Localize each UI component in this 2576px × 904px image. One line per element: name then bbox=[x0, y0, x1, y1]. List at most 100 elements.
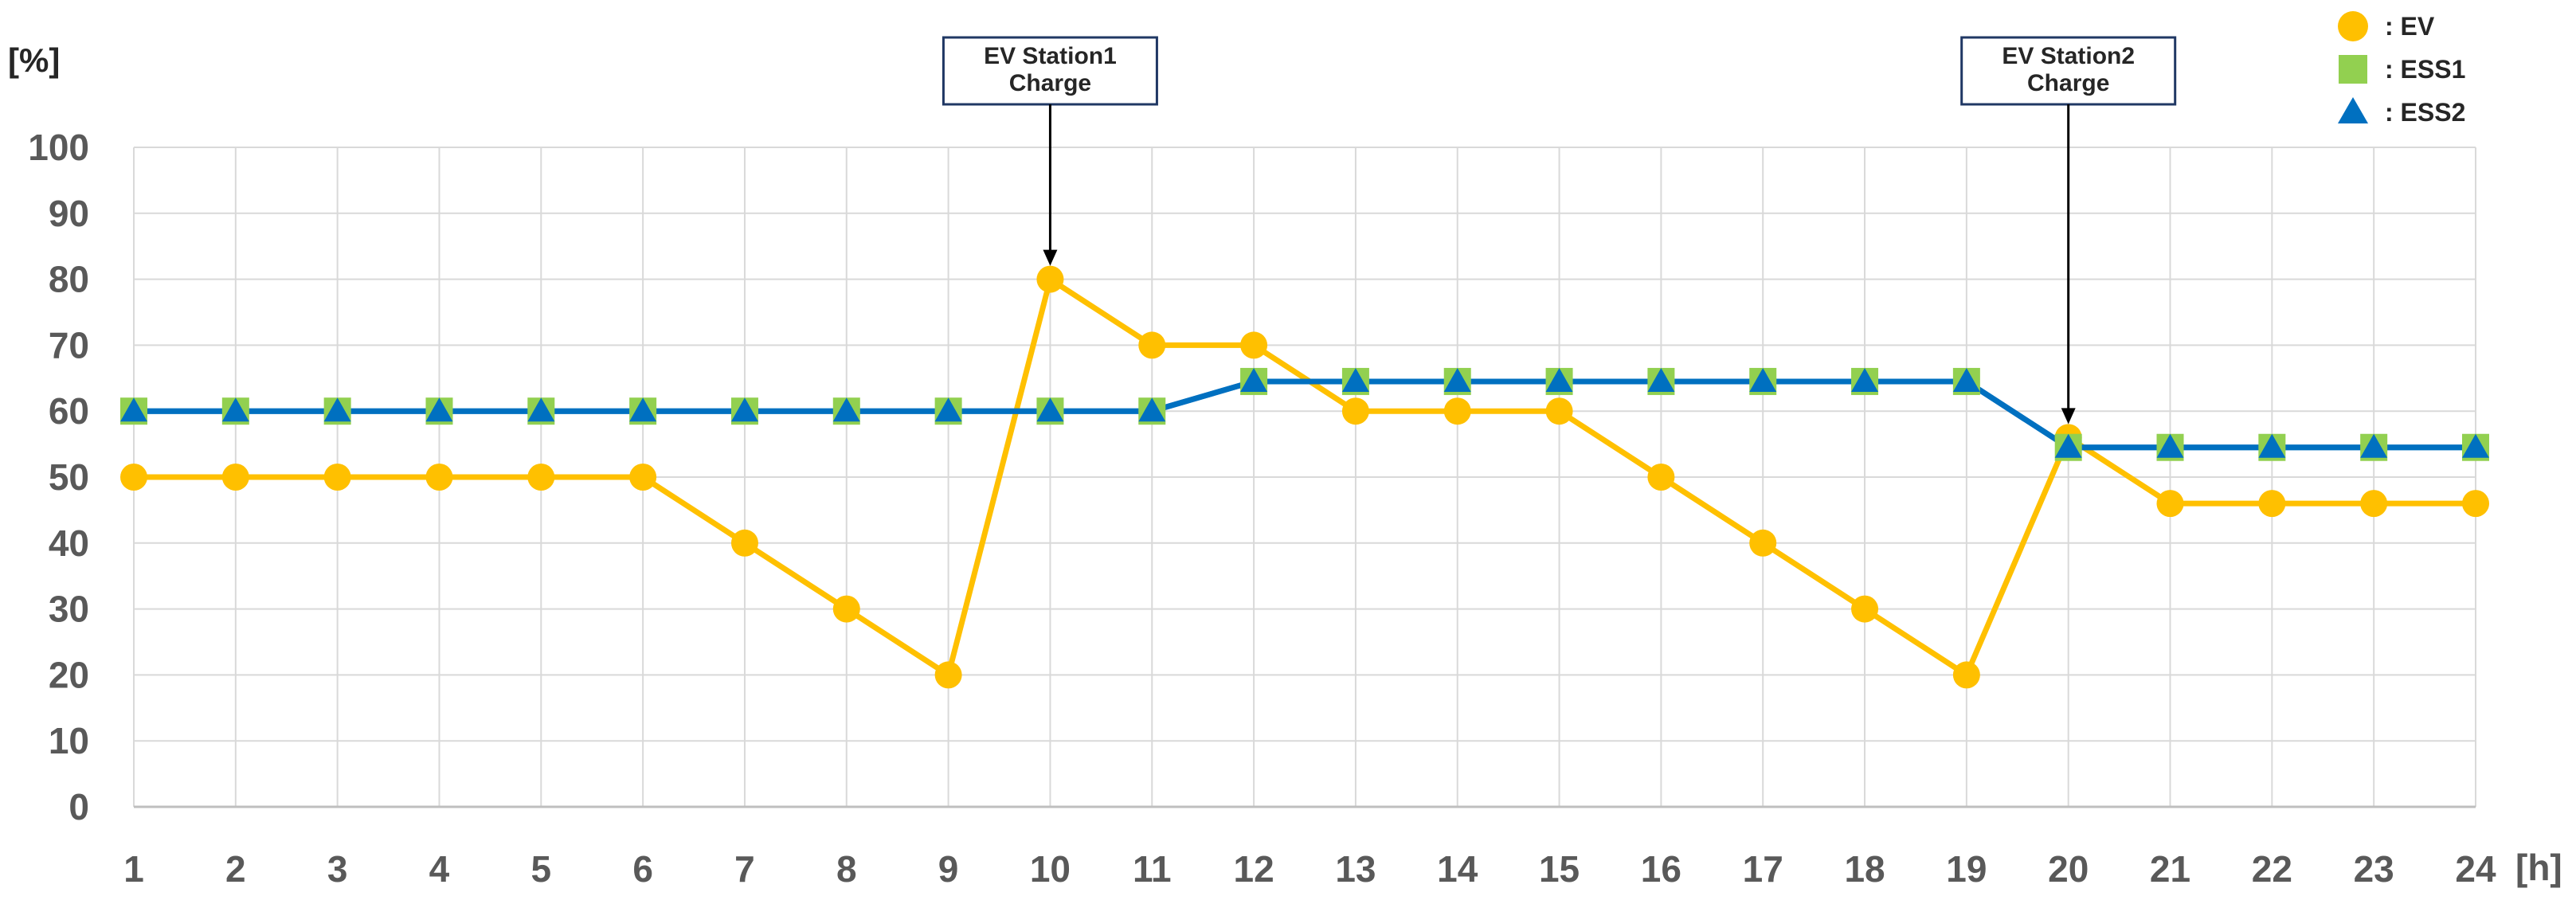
annotation-box bbox=[942, 36, 1158, 106]
data-point-ess2 bbox=[1443, 367, 1471, 392]
annotation-arrow-head bbox=[2061, 408, 2076, 425]
x-tick-label: 10 bbox=[1030, 848, 1071, 890]
data-point-ev bbox=[120, 464, 147, 491]
data-point-ev bbox=[1749, 529, 1777, 557]
legend-label: : ESS2 bbox=[2385, 98, 2465, 127]
data-point-ev bbox=[1851, 595, 1879, 623]
y-tick-label: 40 bbox=[49, 522, 89, 564]
legend-marker-square-icon bbox=[2339, 55, 2367, 84]
annotation-text: EV Station2 bbox=[2002, 43, 2135, 69]
x-tick-label: 5 bbox=[531, 848, 552, 890]
x-tick-label: 22 bbox=[2252, 848, 2292, 890]
x-tick-label: 9 bbox=[938, 848, 959, 890]
legend-item-ess1: : ESS1 bbox=[2339, 55, 2465, 84]
data-point-ev bbox=[730, 529, 758, 557]
x-tick-label: 4 bbox=[429, 848, 450, 890]
data-point-ess2 bbox=[2054, 433, 2082, 458]
data-point-ev bbox=[1036, 265, 1064, 293]
legend: : EV : ESS1 : ESS2 bbox=[2338, 11, 2465, 127]
y-tick-label: 0 bbox=[69, 786, 89, 828]
data-point-ess2 bbox=[2258, 433, 2286, 458]
x-tick-label: 1 bbox=[123, 848, 144, 890]
y-tick-label: 50 bbox=[49, 456, 89, 498]
data-point-ev bbox=[527, 464, 555, 491]
data-point-ev bbox=[934, 661, 962, 689]
data-point-ess2 bbox=[1341, 367, 1369, 392]
x-tick-label: 14 bbox=[1437, 848, 1478, 890]
y-tick-label: 20 bbox=[49, 654, 89, 695]
y-tick-label: 80 bbox=[49, 259, 89, 300]
data-point-ev bbox=[1647, 464, 1675, 491]
x-tick-label: 7 bbox=[734, 848, 755, 890]
data-point-ess2 bbox=[323, 397, 351, 422]
x-tick-label: 6 bbox=[632, 848, 653, 890]
data-point-ess2 bbox=[527, 397, 555, 422]
y-axis-unit-label: [%] bbox=[8, 41, 60, 79]
x-tick-label: 23 bbox=[2354, 848, 2394, 890]
data-point-ess2 bbox=[730, 397, 758, 422]
annotation-text: Charge bbox=[2027, 70, 2109, 96]
data-point-ev bbox=[221, 464, 249, 491]
data-point-ess2 bbox=[2360, 433, 2388, 458]
data-point-ev bbox=[2462, 490, 2489, 518]
y-tick-label: 90 bbox=[49, 193, 89, 234]
annotation-text: Charge bbox=[1009, 70, 1091, 96]
data-point-ess2 bbox=[934, 397, 962, 422]
data-point-ess2 bbox=[1952, 367, 1980, 392]
x-tick-label: 20 bbox=[2048, 848, 2089, 890]
data-point-ess2 bbox=[1647, 367, 1675, 392]
x-tick-label: 18 bbox=[1844, 848, 1885, 890]
x-tick-label: 3 bbox=[327, 848, 348, 890]
legend-marker-triangle-icon bbox=[2338, 97, 2368, 123]
series-line-ess1 bbox=[134, 378, 2476, 451]
series-line-ess2 bbox=[134, 378, 2476, 451]
data-point-ev bbox=[2360, 490, 2388, 518]
x-tick-label: 19 bbox=[1946, 848, 1987, 890]
data-point-ev bbox=[2156, 490, 2184, 518]
data-point-ev bbox=[629, 464, 657, 491]
data-point-ev bbox=[425, 464, 453, 491]
data-point-ess2 bbox=[832, 397, 860, 422]
data-point-ess2 bbox=[221, 397, 249, 422]
x-tick-label: 21 bbox=[2150, 848, 2190, 890]
y-tick-label: 10 bbox=[49, 720, 89, 761]
data-point-ev bbox=[2258, 490, 2286, 518]
x-axis-unit-label: [h] bbox=[2515, 847, 2562, 888]
x-tick-label: 8 bbox=[836, 848, 857, 890]
legend-label: : EV bbox=[2385, 12, 2435, 41]
data-point-ess2 bbox=[1036, 397, 1064, 422]
legend-label: : ESS1 bbox=[2385, 55, 2465, 84]
x-tick-label: 11 bbox=[1133, 848, 1172, 890]
data-point-ev bbox=[1138, 331, 1166, 359]
x-tick-label: 13 bbox=[1335, 848, 1376, 890]
legend-item-ev: : EV bbox=[2338, 11, 2435, 41]
x-tick-label: 12 bbox=[1234, 848, 1274, 890]
data-point-ev bbox=[832, 595, 860, 623]
series-markers bbox=[120, 265, 2489, 689]
data-point-ess2 bbox=[629, 397, 657, 422]
x-tick-label: 2 bbox=[225, 848, 246, 890]
data-point-ess2 bbox=[2462, 433, 2489, 458]
y-tick-label: 100 bbox=[28, 127, 89, 168]
data-point-ev bbox=[1240, 331, 1268, 359]
data-point-ev bbox=[1443, 397, 1471, 425]
x-tick-label: 17 bbox=[1743, 848, 1783, 890]
data-point-ess2 bbox=[425, 397, 453, 422]
x-axis: 1 2 3 4 5 6 7 8 9 10 11 12 13 14 15 16 17 18 19 20 21 22 23 24 bbox=[123, 848, 2496, 890]
annotation-box bbox=[1960, 36, 2177, 106]
x-tick-label: 15 bbox=[1539, 848, 1580, 890]
y-tick-label: 60 bbox=[49, 390, 89, 432]
y-axis: 0 10 20 30 40 50 60 70 80 90 100 bbox=[28, 127, 89, 828]
y-tick-label: 70 bbox=[49, 324, 89, 366]
y-tick-label: 30 bbox=[49, 589, 89, 630]
data-point-ev bbox=[323, 464, 351, 491]
data-point-ess2 bbox=[1240, 367, 1268, 392]
data-point-ess2 bbox=[1545, 367, 1573, 392]
data-point-ess2 bbox=[2156, 433, 2184, 458]
data-point-ess2 bbox=[1749, 367, 1777, 392]
x-tick-label: 16 bbox=[1641, 848, 1681, 890]
data-point-ess2 bbox=[1851, 367, 1879, 392]
